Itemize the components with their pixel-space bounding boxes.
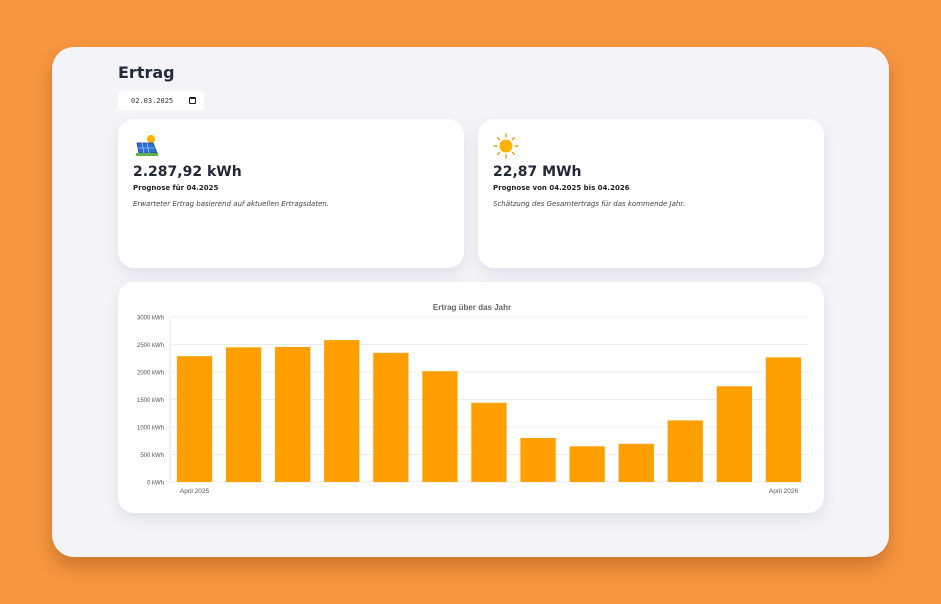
- sun-icon: [493, 133, 519, 159]
- x-label-last: April 2026: [769, 488, 799, 495]
- date-input-value: 02.03.2025: [131, 96, 174, 105]
- y-tick-label: 0 kWh: [147, 481, 164, 487]
- bar[interactable]: [765, 357, 802, 482]
- forecast-year-label: Prognose von 04.2025 bis 04.2026: [493, 184, 630, 192]
- bar[interactable]: [176, 356, 213, 482]
- bar[interactable]: [716, 386, 752, 482]
- chart-title: Ertrag über das Jahr: [433, 303, 511, 312]
- forecast-month-value: 2.287,92 kWh: [133, 164, 242, 180]
- yield-chart-card: Ertrag über das Jahr 0 kWh 500 kWh 1000 kW…: [118, 282, 824, 513]
- y-tick-label: 2000 kWh: [137, 371, 164, 377]
- y-tick-label: 500 kWh: [140, 453, 164, 459]
- app-window: Ertrag 02.03.2025 2.287,92 kWh Prognose …: [52, 47, 889, 557]
- bar[interactable]: [324, 340, 360, 482]
- solar-panel-icon: [136, 135, 158, 156]
- y-tick-label: 1000 kWh: [137, 426, 164, 432]
- bar[interactable]: [618, 443, 654, 482]
- y-tick-label: 1500 kWh: [137, 398, 164, 404]
- bar[interactable]: [471, 402, 507, 482]
- bar[interactable]: [225, 347, 262, 483]
- calendar-icon[interactable]: [189, 97, 196, 104]
- bar[interactable]: [275, 347, 311, 482]
- y-tick-label: 2500 kWh: [137, 343, 164, 349]
- x-label-first: April 2025: [180, 488, 210, 495]
- forecast-month-description: Erwarteter Ertrag basierend auf aktuelle…: [133, 200, 330, 208]
- bar[interactable]: [520, 438, 556, 482]
- forecast-year-card: 22,87 MWh Prognose von 04.2025 bis 04.20…: [478, 119, 824, 268]
- bar[interactable]: [422, 371, 458, 482]
- y-tick-label: 3000 kWh: [137, 316, 164, 322]
- date-input[interactable]: 02.03.2025: [118, 91, 204, 110]
- forecast-year-description: Schätzung des Gesamtertrags für das komm…: [493, 200, 685, 208]
- page-title: Ertrag: [118, 63, 175, 82]
- bar[interactable]: [373, 352, 409, 483]
- bar[interactable]: [569, 446, 605, 483]
- forecast-month-label: Prognose für 04.2025: [133, 184, 219, 192]
- forecast-month-card: 2.287,92 kWh Prognose für 04.2025 Erwart…: [118, 119, 464, 268]
- bar[interactable]: [667, 420, 703, 482]
- forecast-year-value: 22,87 MWh: [493, 164, 582, 180]
- yield-chart: Ertrag über das Jahr 0 kWh 500 kWh 1000 kW…: [137, 303, 808, 495]
